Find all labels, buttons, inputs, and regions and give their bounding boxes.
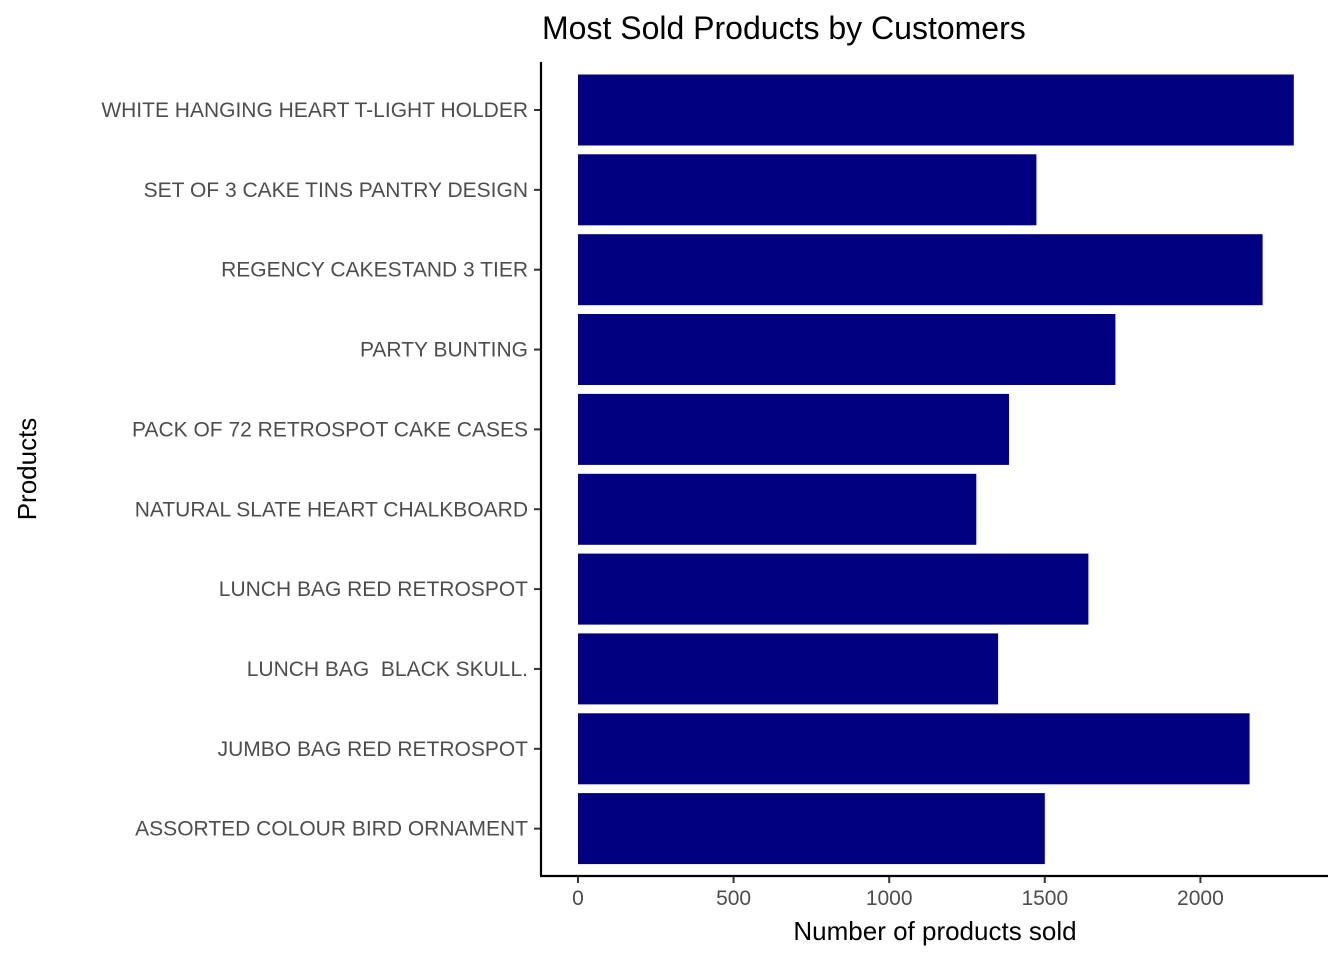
y-tick-label: NATURAL SLATE HEART CHALKBOARD — [135, 498, 528, 521]
y-axis-title: Products — [12, 418, 42, 521]
y-tick-label: PACK OF 72 RETROSPOT CAKE CASES — [132, 418, 528, 441]
y-tick-label: PARTY BUNTING — [360, 339, 528, 362]
x-tick-label: 500 — [716, 887, 751, 910]
y-tick-label: SET OF 3 CAKE TINS PANTRY DESIGN — [144, 179, 528, 202]
y-tick-label: WHITE HANGING HEART T-LIGHT HOLDER — [101, 99, 528, 122]
bar-7 — [578, 553, 1089, 625]
x-tick-label: 1000 — [866, 887, 913, 910]
y-tick-label: REGENCY CAKESTAND 3 TIER — [221, 259, 528, 282]
y-axis-ticks: WHITE HANGING HEART T-LIGHT HOLDER SET OF… — [101, 99, 541, 841]
x-axis-title: Number of products sold — [793, 916, 1076, 946]
bar-9 — [578, 713, 1250, 785]
bar-3 — [578, 234, 1263, 306]
bar-10 — [578, 793, 1045, 865]
y-tick-label: LUNCH BAG BLACK SKULL. — [247, 658, 528, 681]
bar-5 — [578, 393, 1009, 465]
x-tick-label: 0 — [572, 887, 584, 910]
y-tick-label: JUMBO BAG RED RETROSPOT — [218, 738, 529, 761]
bar-2 — [578, 154, 1037, 226]
x-tick-label: 1500 — [1021, 887, 1068, 910]
y-tick-label: ASSORTED COLOUR BIRD ORNAMENT — [135, 818, 528, 841]
bars-group — [578, 74, 1294, 865]
bar-6 — [578, 473, 977, 545]
y-tick-label: LUNCH BAG RED RETROSPOT — [219, 578, 528, 601]
x-axis-ticks: 0 500 1000 1500 2000 — [572, 876, 1224, 910]
x-tick-label: 2000 — [1177, 887, 1224, 910]
bar-1 — [578, 74, 1294, 146]
bar-4 — [578, 314, 1116, 385]
bar-8 — [578, 633, 999, 705]
chart-title: Most Sold Products by Customers — [542, 10, 1026, 46]
